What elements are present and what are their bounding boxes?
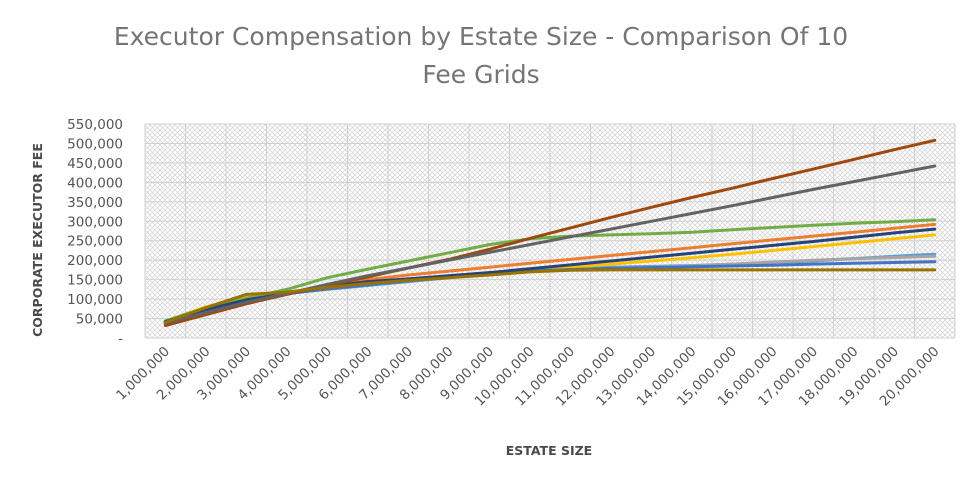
- y-tick-label: 200,000: [67, 253, 123, 269]
- series-lines: [163, 138, 937, 327]
- chart-title-line-1: Executor Compensation by Estate Size - C…: [113, 22, 849, 51]
- y-tick-label: -: [118, 331, 123, 347]
- y-tick-label: 150,000: [67, 273, 123, 289]
- y-tick-label: 350,000: [67, 195, 123, 211]
- y-tick-label: 500,000: [67, 136, 123, 152]
- series-line-6: [163, 218, 937, 323]
- y-tick-label: 450,000: [67, 156, 123, 172]
- y-axis-ticks: - 50,000 100,000 150,000 200,000 250,000 300,0…: [67, 117, 123, 347]
- gridlines: [144, 123, 956, 339]
- y-tick-label: 400,000: [67, 175, 123, 191]
- x-axis-ticks: 1,000,0002,000,0003,000,0004,000,0005,00…: [113, 344, 942, 410]
- series-line-10: [163, 268, 937, 324]
- y-tick-label: 550,000: [67, 117, 123, 133]
- y-tick-label: 250,000: [67, 234, 123, 250]
- y-tick-label: 50,000: [76, 312, 123, 328]
- y-axis-title: CORPORATE EXECUTOR FEE: [30, 143, 45, 337]
- y-tick-label: 300,000: [67, 214, 123, 230]
- y-tick-label: 100,000: [67, 292, 123, 308]
- x-axis-title: ESTATE SIZE: [506, 443, 592, 458]
- chart-title-line-2: Fee Grids: [422, 60, 540, 89]
